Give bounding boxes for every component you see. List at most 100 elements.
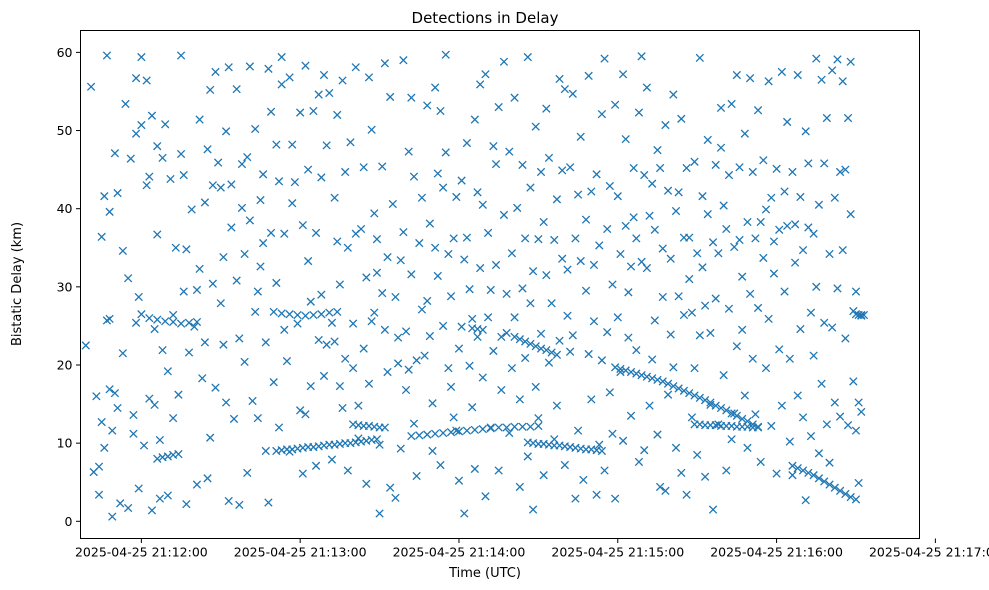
x-tick-label-0: 2025-04-25 21:12:00 [75, 545, 208, 560]
marker-0-478 [753, 303, 763, 313]
marker-0-466 [738, 272, 747, 281]
marker-0-352 [587, 187, 596, 196]
marker-0-513 [801, 127, 810, 136]
marker-0-227 [417, 193, 427, 202]
marker-0-157 [317, 290, 326, 299]
marker-0-33 [134, 484, 143, 493]
marker-0-455 [724, 170, 734, 180]
marker-1-15 [301, 311, 310, 320]
marker-0-237 [430, 83, 440, 92]
marker-0-500 [783, 221, 792, 231]
marker-1-137 [814, 474, 824, 483]
x-tick-label-2: 2025-04-25 21:14:00 [393, 545, 526, 560]
marker-1-5 [184, 318, 194, 327]
marker-0-115 [256, 195, 265, 205]
marker-0-525 [817, 75, 826, 84]
marker-0-492 [772, 469, 781, 478]
marker-1-6 [192, 317, 202, 327]
marker-0-493 [775, 225, 784, 234]
marker-1-70 [526, 339, 535, 349]
marker-0-69 [190, 322, 199, 331]
marker-0-429 [690, 157, 699, 166]
marker-0-362 [600, 466, 609, 475]
marker-0-220 [407, 93, 416, 102]
marker-0-467 [740, 129, 749, 138]
marker-0-340 [571, 494, 580, 503]
marker-1-135 [804, 468, 813, 478]
marker-0-117 [258, 170, 268, 179]
marker-0-447 [714, 249, 723, 258]
marker-1-0 [145, 313, 154, 323]
marker-0-46 [150, 400, 159, 410]
marker-0-41 [145, 172, 154, 181]
y-tick-label-2: 20 [57, 357, 73, 372]
marker-0-116 [258, 238, 268, 248]
marker-0-326 [552, 401, 562, 410]
marker-0-219 [404, 365, 413, 374]
marker-0-171 [338, 76, 347, 85]
marker-0-268 [473, 188, 482, 197]
marker-0-516 [804, 223, 813, 232]
marker-0-366 [605, 388, 614, 397]
marker-0-153 [311, 228, 321, 238]
marker-0-244 [441, 148, 450, 157]
marker-0-267 [470, 115, 480, 124]
marker-0-343 [573, 190, 583, 199]
marker-0-243 [438, 183, 448, 192]
marker-0-207 [388, 199, 397, 209]
marker-0-297 [510, 313, 519, 322]
marker-0-52 [158, 345, 167, 355]
marker-0-106 [243, 152, 252, 162]
marker-0-393 [642, 263, 652, 273]
marker-0-518 [806, 431, 816, 441]
marker-0-472 [745, 289, 755, 299]
marker-1-52 [446, 428, 456, 437]
marker-0-554 [854, 478, 863, 488]
marker-0-449 [716, 103, 726, 113]
marker-0-129 [274, 423, 284, 432]
marker-0-435 [698, 263, 707, 272]
marker-0-66 [182, 245, 191, 254]
marker-0-45 [150, 324, 159, 334]
marker-0-479 [756, 217, 765, 227]
x-tick-label-1: 2025-04-25 21:13:00 [234, 545, 367, 560]
marker-0-506 [790, 220, 800, 229]
marker-0-473 [748, 167, 757, 177]
marker-0-132 [280, 325, 289, 334]
marker-1-11 [174, 449, 183, 459]
marker-0-308 [526, 183, 535, 192]
marker-1-72 [536, 344, 546, 353]
marker-0-439 [703, 135, 712, 145]
marker-0-416 [671, 443, 681, 453]
marker-0-93 [224, 496, 233, 506]
marker-0-150 [306, 381, 315, 391]
marker-0-477 [753, 106, 763, 115]
marker-0-78 [203, 474, 212, 483]
marker-0-31 [131, 129, 141, 138]
marker-0-373 [616, 249, 625, 259]
marker-1-13 [285, 310, 294, 319]
marker-0-259 [460, 255, 469, 264]
marker-1-56 [478, 424, 487, 434]
marker-0-183 [354, 401, 363, 410]
marker-0-9 [100, 192, 109, 201]
marker-0-488 [767, 421, 776, 431]
marker-0-412 [666, 254, 675, 263]
marker-1-68 [515, 335, 525, 344]
marker-0-76 [200, 338, 210, 347]
marker-0-53 [161, 120, 170, 129]
marker-0-377 [621, 134, 630, 144]
marker-0-383 [629, 163, 638, 173]
marker-0-360 [597, 356, 607, 365]
marker-0-342 [573, 426, 583, 435]
marker-0-224 [412, 356, 421, 365]
marker-0-541 [838, 77, 847, 86]
marker-0-507 [793, 70, 802, 80]
marker-0-81 [208, 279, 217, 288]
marker-0-242 [438, 321, 448, 331]
marker-0-125 [269, 378, 278, 387]
marker-0-440 [703, 210, 712, 219]
marker-0-16 [108, 426, 117, 435]
marker-0-27 [126, 154, 135, 163]
